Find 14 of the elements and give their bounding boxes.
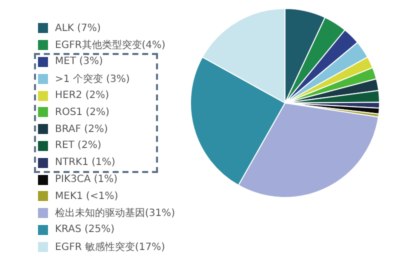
legend-label: HER2 (2%) [55,90,109,102]
legend-label: NTRK1 (1%) [55,157,116,168]
legend-label: EGFR 敏感性突变(17%) [55,240,165,254]
legend-label: MET (3%) [55,56,103,68]
legend-label: >1 个突变 (3%) [55,72,130,86]
legend-label: BRAF (2%) [55,124,108,135]
legend-label: EGFR其他类型突变(4%) [55,38,166,52]
legend-label: ROS1 (2%) [55,106,110,118]
legend-label: RET (2%) [55,140,102,152]
legend-label: KRAS (25%) [55,224,114,236]
legend-label: PIK3CA (1%) [55,174,118,186]
legend-label: MEK1 (<1%) [55,190,118,202]
legend-label: 检出未知的驱动基因(31%) [55,206,176,220]
legend-label: ALK (7%) [55,22,101,34]
